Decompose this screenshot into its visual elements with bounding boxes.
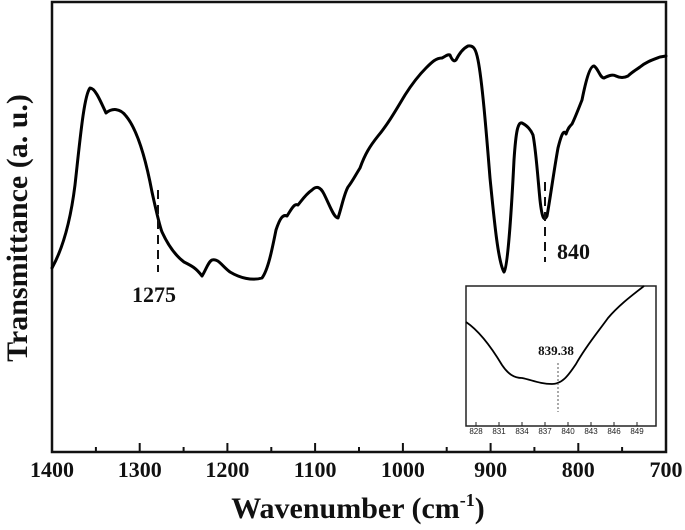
inset-frame xyxy=(465,285,657,427)
tick-1200: 1200 xyxy=(205,457,249,482)
inset-tick-849: 849 xyxy=(630,427,644,436)
inset-tick-831: 831 xyxy=(492,427,506,436)
spectrum-line xyxy=(50,44,668,281)
x-ticks xyxy=(51,443,667,452)
inset-tick-828: 828 xyxy=(469,427,483,436)
inset-spectrum-line xyxy=(465,285,645,385)
inset-ticks xyxy=(475,422,638,426)
inset-tick-834: 834 xyxy=(515,427,529,436)
label-840: 840 xyxy=(557,239,590,264)
inset-tick-837: 837 xyxy=(538,427,552,436)
inset-peak-label: 839.38 xyxy=(538,343,574,358)
x-axis-title: Wavenumber (cm-1) xyxy=(231,490,485,525)
inset-chart: 828 831 834 837 840 843 846 849 839.38 xyxy=(465,285,657,436)
x-tick-labels: 1400 1300 1200 1100 1000 900 800 700 xyxy=(30,457,683,482)
tick-1300: 1300 xyxy=(118,457,162,482)
tick-700: 700 xyxy=(650,457,683,482)
inset-tick-846: 846 xyxy=(607,427,621,436)
inset-tick-843: 843 xyxy=(584,427,598,436)
y-axis-title: Transmittance (a. u.) xyxy=(1,94,34,362)
tick-1100: 1100 xyxy=(294,457,337,482)
label-1275: 1275 xyxy=(132,282,176,307)
tick-800: 800 xyxy=(562,457,595,482)
tick-1400: 1400 xyxy=(30,457,74,482)
tick-1000: 1000 xyxy=(381,457,425,482)
inset-tick-840: 840 xyxy=(561,427,575,436)
tick-900: 900 xyxy=(474,457,507,482)
